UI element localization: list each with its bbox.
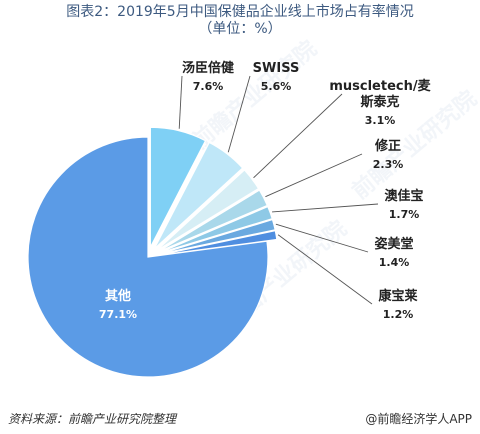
slice-label: SWISS bbox=[253, 61, 300, 76]
pie-slice bbox=[157, 205, 273, 255]
leader-line bbox=[277, 234, 373, 305]
slice-group bbox=[27, 126, 278, 378]
chart-title: 图表2：2019年5月中国保健品企业线上市场占有率情况 bbox=[66, 4, 414, 20]
slice-label: 其他 bbox=[105, 288, 131, 304]
slice-label: 修正 bbox=[374, 138, 401, 154]
slice-label: 斯泰克 bbox=[360, 94, 399, 110]
chart-subtitle: （单位：%） bbox=[198, 21, 282, 37]
slice-label: muscletech/麦 bbox=[329, 78, 431, 94]
slice-value-label: 1.4% bbox=[379, 256, 410, 269]
source-note: 资料来源：前瞻产业研究院整理 bbox=[8, 412, 177, 426]
brand-note: @前瞻经济学人APP bbox=[365, 412, 472, 426]
slice-value-label: 1.2% bbox=[383, 308, 414, 321]
leader-line bbox=[275, 223, 369, 253]
pie-slice bbox=[27, 136, 269, 378]
slice-value-label: 3.1% bbox=[365, 114, 396, 127]
pie-slice bbox=[157, 218, 276, 256]
pie-slice bbox=[155, 169, 260, 252]
leader-lines bbox=[178, 75, 379, 305]
slice-value-label: 1.7% bbox=[389, 208, 420, 221]
leader-line bbox=[227, 75, 251, 153]
pie-slice bbox=[153, 141, 244, 250]
leader-line bbox=[272, 203, 379, 213]
leader-line bbox=[265, 153, 363, 198]
slice-label: 姿美堂 bbox=[374, 236, 413, 252]
watermark-text: 前瞻产业研究院 bbox=[187, 36, 322, 155]
slice-value-label: 7.6% bbox=[193, 80, 224, 93]
leader-line bbox=[178, 75, 183, 129]
slice-value-label: 5.6% bbox=[261, 80, 292, 93]
slice-value-label: 77.1% bbox=[99, 308, 137, 321]
slice-label: 康宝莱 bbox=[378, 288, 417, 304]
slice-label: 汤臣倍健 bbox=[182, 60, 234, 76]
pie-slice bbox=[156, 189, 269, 253]
pie-slice bbox=[157, 229, 278, 256]
slice-label: 澳佳宝 bbox=[384, 188, 423, 204]
leader-line bbox=[253, 93, 343, 179]
pie-slice bbox=[149, 126, 207, 248]
slice-value-label: 2.3% bbox=[373, 158, 404, 171]
